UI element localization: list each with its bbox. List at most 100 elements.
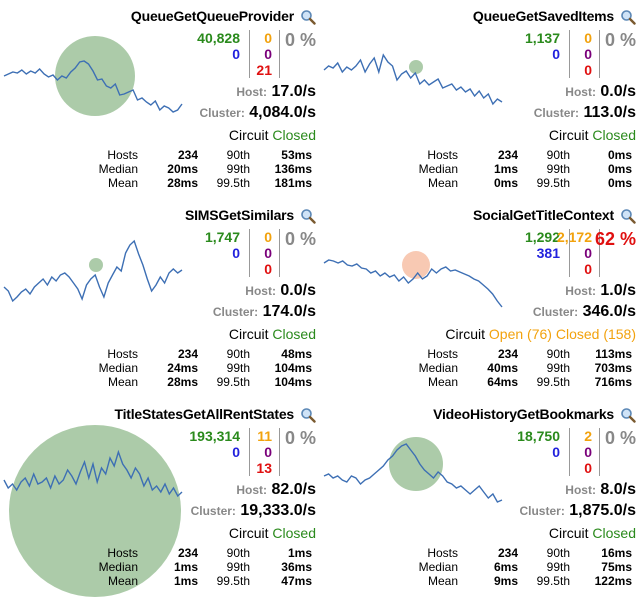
command-name[interactable]: QueueGetQueueProvider [130,8,294,24]
mean-label: Mean [427,176,458,190]
command-name[interactable]: SocialGetTitleContext [472,207,614,223]
cluster-rate: 4,084.0/s [249,104,316,121]
sparkline [323,259,503,308]
circuit-panel: VideoHistoryGetBookmarks 18,750 2 0 0 0 … [320,398,640,597]
median-value: 24ms [167,361,198,375]
mean-label: Mean [427,574,458,588]
count-divider [599,30,600,78]
circuit-state: Closed [592,525,636,541]
rejected-count: 0 [584,444,592,460]
circuit-state: Open (76) Closed (158) [488,326,636,342]
search-icon[interactable] [620,407,636,423]
sparkline-chart [3,36,183,116]
sparkline [323,53,503,106]
p90-label: 90th [226,148,250,162]
p995-label: 99.5th [536,176,570,190]
latency-stats: Hosts 234 Median 40ms Mean 64ms 90th 113… [320,346,640,396]
short-circuited-count: 0 [264,229,272,245]
sparkline-chart [323,251,503,308]
success-count: 40,828 [197,30,240,46]
circuit-state: Closed [592,127,636,143]
search-icon[interactable] [620,9,636,25]
hosts-label: Hosts [427,148,458,162]
count-divider [569,229,570,277]
hosts-label: Hosts [107,546,138,560]
host-rate-label: Host: [236,85,268,99]
failure-count: 13 [256,460,272,476]
command-name[interactable]: TitleStatesGetAllRentStates [114,406,294,422]
command-name[interactable]: VideoHistoryGetBookmarks [433,406,614,422]
short-circuited-count: 2 [584,428,592,444]
p995-value: 716ms [594,375,632,389]
p995-label: 99.5th [216,574,250,588]
hosts-value: 234 [177,148,198,162]
cluster-rate: 174.0/s [262,303,316,320]
host-rate: 82.0/s [271,481,316,498]
host-rate-label: Host: [245,284,276,298]
latency-stats: Hosts 234 Median 24ms Mean 28ms 90th 48m… [0,346,320,396]
median-label: Median [418,162,458,176]
host-rate-label: Host: [236,483,268,497]
p995-value: 104ms [274,375,312,389]
p99-label: 99th [226,162,250,176]
volume-bubble [402,251,430,279]
search-icon[interactable] [300,208,316,224]
sparkline-chart [323,53,503,106]
hosts-label: Hosts [107,347,138,361]
search-icon[interactable] [620,208,636,224]
hosts-label: Hosts [107,148,138,162]
failure-count: 0 [584,62,592,78]
error-percentage: 0 % [284,229,316,249]
failure-count: 21 [256,62,272,78]
failure-count: 0 [264,261,272,277]
command-name[interactable]: QueueGetSavedItems [472,8,614,24]
sparkline-chart [3,425,183,597]
host-rate-row: Host: 0.0/s [565,83,636,101]
cluster-rate-row: Cluster: 174.0/s [213,303,316,321]
p99-value: 104ms [274,361,312,375]
median-label: Median [418,361,458,375]
hosts-value: 234 [497,148,518,162]
circuit-status: Circuit Closed [549,525,636,541]
circuit-label: Circuit [548,127,589,143]
cluster-rate-row: Cluster: 346.0/s [533,303,636,321]
p99-label: 99th [546,162,570,176]
rejected-count: 0 [584,46,592,62]
success-count: 1,292 [524,229,560,245]
p995-label: 99.5th [216,375,250,389]
median-value: 1ms [493,162,518,176]
host-rate-row: Host: 17.0/s [236,83,316,101]
timeout-count: 0 [232,444,240,460]
success-count: 193,314 [189,428,240,444]
mean-value: 28ms [167,375,198,389]
p99-value: 36ms [281,560,312,574]
command-name[interactable]: SIMSGetSimilars [184,207,294,223]
volume-bubble [409,60,423,74]
error-percentage: 0 % [604,30,636,50]
circuit-panel: QueueGetQueueProvider 40,828 0 0 0 21 0 … [0,0,320,199]
p90-value: 113ms [595,347,632,361]
sparkline-chart [3,239,183,303]
cluster-rate-label: Cluster: [190,504,236,518]
host-rate-row: Host: 8.0/s [565,481,636,499]
median-value: 6ms [493,560,518,574]
host-rate-row: Host: 1.0/s [565,282,636,300]
cluster-rate-label: Cluster: [519,504,565,518]
timeout-count: 0 [232,46,240,62]
p99-label: 99th [546,560,570,574]
cluster-rate: 1,875.0/s [569,502,636,519]
p995-value: 122ms [594,574,632,588]
circuit-state: Closed [272,127,316,143]
error-percentage: 0 % [284,428,316,448]
cluster-rate-row: Cluster: 113.0/s [534,104,636,122]
median-label: Median [98,361,138,375]
cluster-rate-label: Cluster: [199,106,245,120]
host-rate-label: Host: [565,284,596,298]
failure-count: 0 [584,261,592,277]
p99-label: 99th [226,560,250,574]
search-icon[interactable] [300,9,316,25]
success-count: 18,750 [517,428,560,444]
p995-label: 99.5th [536,375,570,389]
sparkline [323,443,503,503]
search-icon[interactable] [300,407,316,423]
